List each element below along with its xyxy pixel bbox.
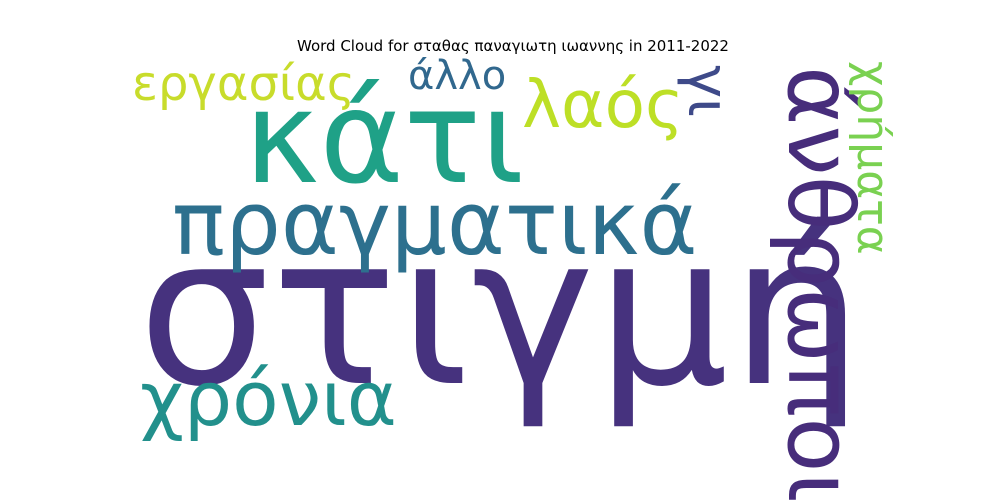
word-kati: κάτι bbox=[244, 64, 525, 213]
word-xrimata: χρήματα bbox=[847, 61, 898, 255]
word-allo: άλλο bbox=[408, 53, 507, 99]
word-xronia: χρόνια bbox=[140, 354, 397, 443]
word-laos: λαός bbox=[522, 66, 684, 143]
chart-title: Word Cloud for σταθας παναγιωτη ιωαννης … bbox=[297, 37, 729, 55]
word-pragmatika: πραγματικά bbox=[172, 172, 698, 275]
word-stigmi: στιγμή bbox=[138, 191, 865, 433]
word-ergasias: εργασίας bbox=[132, 56, 355, 112]
word-gi: γι bbox=[675, 65, 740, 118]
